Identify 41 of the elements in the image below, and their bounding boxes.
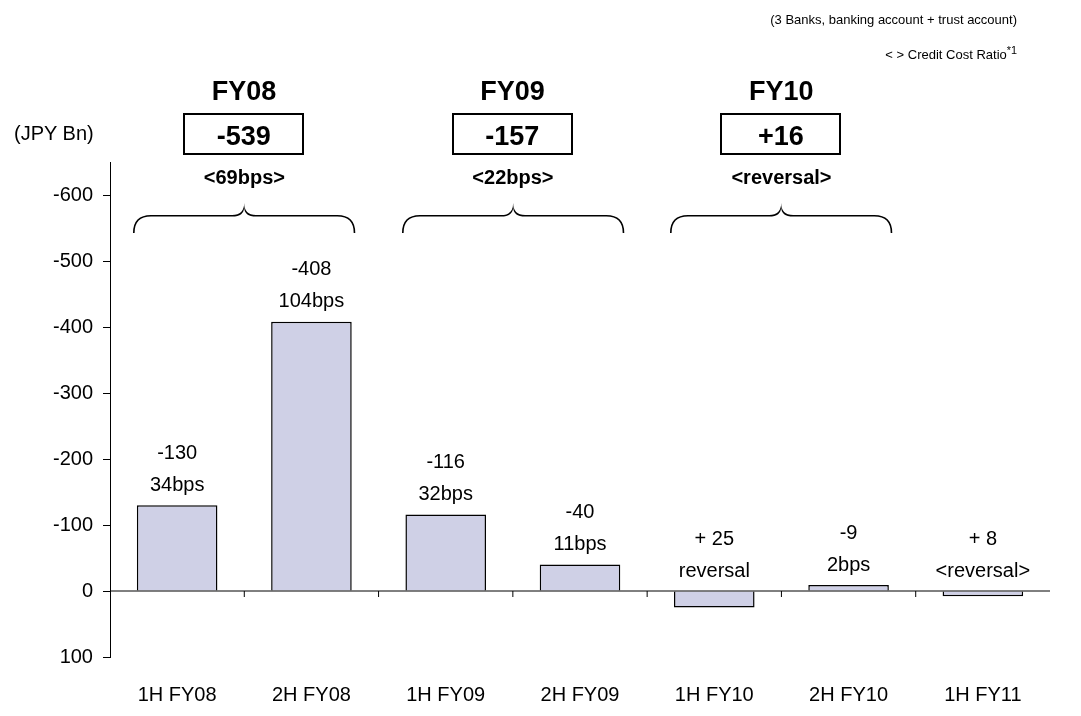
text: FY10 <box>748 76 814 107</box>
x-tick-label: 1H FY11 <box>944 682 1022 705</box>
annotation: reversal <box>678 558 750 581</box>
data-label: -130 <box>157 440 198 463</box>
x-tick-label: 1H FY08 <box>137 682 217 705</box>
data-label: + 25 <box>694 526 735 549</box>
annotation: 32bps <box>418 481 473 504</box>
annotation: 2bps <box>826 552 871 575</box>
y-tick-label: 0 <box>81 578 93 601</box>
annotation: <69bps> <box>203 166 285 189</box>
y-tick-label: -400 <box>52 314 93 337</box>
annotation: <reversal> <box>731 166 832 189</box>
x-tick-label: 2H FY10 <box>809 682 889 705</box>
x-tick-label: 1H FY09 <box>406 682 486 705</box>
annotation: 104bps <box>278 289 345 312</box>
y-tick-label: -100 <box>52 512 93 535</box>
y-tick-label: -600 <box>52 182 93 205</box>
y-tick-label: -300 <box>52 380 93 403</box>
y-axis-title: (JPY Bn) <box>14 122 94 145</box>
annotation: 11bps <box>553 532 607 555</box>
text: -157 <box>451 113 573 155</box>
data-label: -40 <box>565 500 595 523</box>
text: +16 <box>720 113 842 155</box>
x-tick-label: 2H FY08 <box>271 682 351 705</box>
y-tick-label: -500 <box>52 248 93 271</box>
data-label: -408 <box>291 257 332 280</box>
text: -539 <box>183 113 305 155</box>
text: (3 Banks, banking account + trust account) <box>770 12 1017 27</box>
text: FY08 <box>211 76 277 107</box>
y-tick-label: 100 <box>59 644 93 667</box>
data-label: + 8 <box>968 526 998 549</box>
x-tick-label: 2H FY09 <box>540 682 620 705</box>
data-label: -116 <box>426 449 465 472</box>
x-tick-label: 1H FY10 <box>674 682 754 705</box>
annotation: 34bps <box>149 472 205 495</box>
y-tick-label: -200 <box>52 446 93 469</box>
text: FY09 <box>480 76 545 107</box>
data-label: -9 <box>839 520 858 543</box>
annotation: <reversal> <box>935 558 1031 581</box>
annotation: <22bps> <box>472 166 554 189</box>
text: < > Credit Cost Ratio$^{*1}$ <box>885 44 1017 63</box>
